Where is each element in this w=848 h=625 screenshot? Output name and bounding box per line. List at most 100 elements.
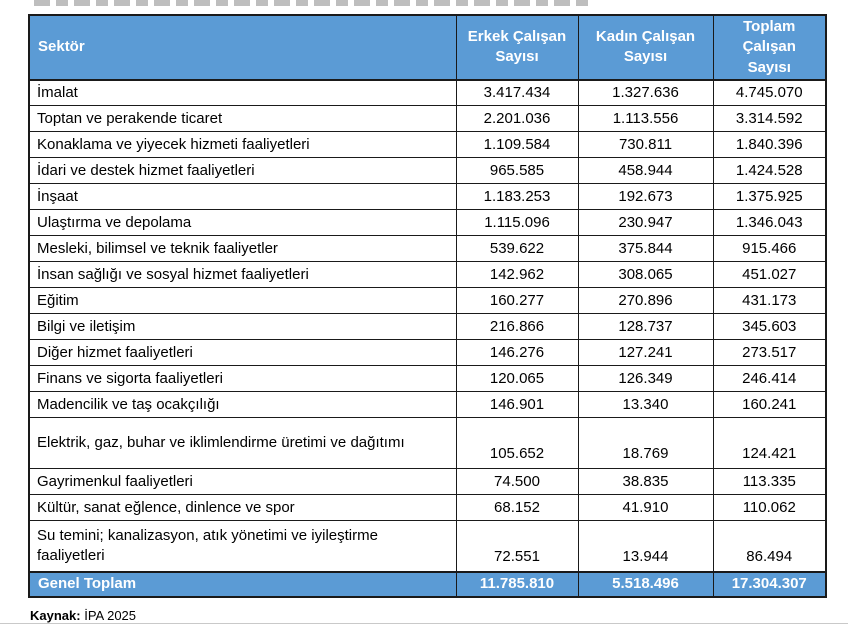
- sector-cell: Madencilik ve taş ocakçılığı: [28, 391, 457, 419]
- table-row: Toptan ve perakende ticaret 2.201.036 1.11…: [28, 105, 827, 133]
- table-row: Ulaştırma ve depolama 1.115.096 230.947 1.3…: [28, 209, 827, 237]
- total-count-cell: 431.173: [712, 287, 827, 315]
- table-header: Sektör Erkek Çalışan Sayısı Kadın Çalışa…: [28, 14, 827, 81]
- clipped-caption-remnant: [34, 0, 590, 6]
- table-row: Kültür, sanat eğlence, dinlence ve spor 6…: [28, 494, 827, 522]
- sector-cell: İnsan sağlığı ve sosyal hizmet faaliyetl…: [28, 261, 457, 289]
- sector-cell: Gayrimenkul faaliyetleri: [28, 468, 457, 496]
- table-row: Gayrimenkul faaliyetleri 74.500 38.835 113.…: [28, 468, 827, 496]
- female-count-cell: 41.910: [577, 494, 714, 522]
- source-label: Kaynak:: [30, 608, 81, 623]
- table-body: İmalat 3.417.434 1.327.636 4.745.070 Toptan …: [28, 79, 827, 573]
- male-count-cell: 120.065: [455, 365, 579, 393]
- male-count-cell: 1.109.584: [455, 131, 579, 159]
- male-count-cell: 74.500: [455, 468, 579, 496]
- column-header-male: Erkek Çalışan Sayısı: [455, 14, 579, 81]
- total-count-cell: 915.466: [712, 235, 827, 263]
- grand-total-label: Genel Toplam: [28, 570, 457, 598]
- male-count-cell: 72.551: [455, 520, 579, 573]
- header-row: Sektör Erkek Çalışan Sayısı Kadın Çalışa…: [28, 14, 827, 81]
- table-row: Diğer hizmet faaliyetleri 146.276 127.241 2…: [28, 339, 827, 367]
- table-row: İmalat 3.417.434 1.327.636 4.745.070: [28, 79, 827, 107]
- total-count-cell: 124.421: [712, 417, 827, 470]
- table-row: Bilgi ve iletişim 216.866 128.737 345.603: [28, 313, 827, 341]
- grand-total-row: Genel Toplam 11.785.810 5.518.496 17.304…: [28, 570, 827, 598]
- table-row: İdari ve destek hizmet faaliyetleri 965.5…: [28, 157, 827, 185]
- total-count-cell: 451.027: [712, 261, 827, 289]
- total-count-cell: 1.840.396: [712, 131, 827, 159]
- male-count-cell: 2.201.036: [455, 105, 579, 133]
- female-count-cell: 126.349: [577, 365, 714, 393]
- sector-cell: Toptan ve perakende ticaret: [28, 105, 457, 133]
- male-count-cell: 146.276: [455, 339, 579, 367]
- male-count-cell: 142.962: [455, 261, 579, 289]
- female-count-cell: 192.673: [577, 183, 714, 211]
- column-header-female: Kadın Çalışan Sayısı: [577, 14, 714, 81]
- female-count-cell: 38.835: [577, 468, 714, 496]
- male-count-cell: 965.585: [455, 157, 579, 185]
- table-row: Finans ve sigorta faaliyetleri 120.065 126…: [28, 365, 827, 393]
- total-count-cell: 1.375.925: [712, 183, 827, 211]
- table-row: İnsan sağlığı ve sosyal hizmet faaliyetl…: [28, 261, 827, 289]
- female-count-cell: 13.944: [577, 520, 714, 573]
- sector-cell: Diğer hizmet faaliyetleri: [28, 339, 457, 367]
- female-count-cell: 127.241: [577, 339, 714, 367]
- female-count-cell: 1.113.556: [577, 105, 714, 133]
- female-count-cell: 13.340: [577, 391, 714, 419]
- male-count-cell: 1.115.096: [455, 209, 579, 237]
- male-count-cell: 539.622: [455, 235, 579, 263]
- sector-cell: İdari ve destek hizmet faaliyetleri: [28, 157, 457, 185]
- female-count-cell: 18.769: [577, 417, 714, 470]
- female-count-cell: 128.737: [577, 313, 714, 341]
- source-value: İPA 2025: [84, 608, 137, 623]
- total-count-cell: 110.062: [712, 494, 827, 522]
- table-row: Madencilik ve taş ocakçılığı 146.901 13.34…: [28, 391, 827, 419]
- table-row: Su temini; kanalizasyon, atık yönetimi v…: [28, 520, 827, 573]
- male-count-cell: 146.901: [455, 391, 579, 419]
- female-count-cell: 730.811: [577, 131, 714, 159]
- sector-cell: Elektrik, gaz, buhar ve iklimlendirme ür…: [28, 417, 457, 470]
- total-count-cell: 273.517: [712, 339, 827, 367]
- female-count-cell: 230.947: [577, 209, 714, 237]
- grand-total-total: 17.304.307: [712, 570, 827, 598]
- female-count-cell: 375.844: [577, 235, 714, 263]
- table-footer: Genel Toplam 11.785.810 5.518.496 17.304…: [28, 570, 827, 598]
- total-count-cell: 113.335: [712, 468, 827, 496]
- total-count-cell: 246.414: [712, 365, 827, 393]
- sector-employment-table-wrapper: Sektör Erkek Çalışan Sayısı Kadın Çalışa…: [28, 14, 827, 598]
- grand-total-female: 5.518.496: [577, 570, 714, 598]
- table-row: İnşaat 1.183.253 192.673 1.375.925: [28, 183, 827, 211]
- male-count-cell: 160.277: [455, 287, 579, 315]
- sector-cell: Mesleki, bilimsel ve teknik faaliyetler: [28, 235, 457, 263]
- column-header-total: Toplam Çalışan Sayısı: [712, 14, 827, 81]
- male-count-cell: 1.183.253: [455, 183, 579, 211]
- table-row: Konaklama ve yiyecek hizmeti faaliyetler…: [28, 131, 827, 159]
- male-count-cell: 3.417.434: [455, 79, 579, 107]
- sector-cell: Finans ve sigorta faaliyetleri: [28, 365, 457, 393]
- female-count-cell: 308.065: [577, 261, 714, 289]
- total-count-cell: 160.241: [712, 391, 827, 419]
- sector-cell: Bilgi ve iletişim: [28, 313, 457, 341]
- sector-cell: Konaklama ve yiyecek hizmeti faaliyetler…: [28, 131, 457, 159]
- sector-cell: İmalat: [28, 79, 457, 107]
- sector-employment-table: Sektör Erkek Çalışan Sayısı Kadın Çalışa…: [28, 14, 827, 598]
- total-count-cell: 345.603: [712, 313, 827, 341]
- total-count-cell: 3.314.592: [712, 105, 827, 133]
- column-header-sector: Sektör: [28, 14, 457, 81]
- total-count-cell: 4.745.070: [712, 79, 827, 107]
- source-note: Kaynak: İPA 2025: [30, 608, 136, 623]
- total-count-cell: 1.346.043: [712, 209, 827, 237]
- bottom-divider: [0, 623, 848, 624]
- female-count-cell: 270.896: [577, 287, 714, 315]
- grand-total-male: 11.785.810: [455, 570, 579, 598]
- sector-cell: Kültür, sanat eğlence, dinlence ve spor: [28, 494, 457, 522]
- female-count-cell: 458.944: [577, 157, 714, 185]
- male-count-cell: 105.652: [455, 417, 579, 470]
- male-count-cell: 216.866: [455, 313, 579, 341]
- total-count-cell: 1.424.528: [712, 157, 827, 185]
- male-count-cell: 68.152: [455, 494, 579, 522]
- table-row: Mesleki, bilimsel ve teknik faaliyetler 5…: [28, 235, 827, 263]
- sector-cell: Ulaştırma ve depolama: [28, 209, 457, 237]
- table-row: Elektrik, gaz, buhar ve iklimlendirme ür…: [28, 417, 827, 470]
- sector-cell: İnşaat: [28, 183, 457, 211]
